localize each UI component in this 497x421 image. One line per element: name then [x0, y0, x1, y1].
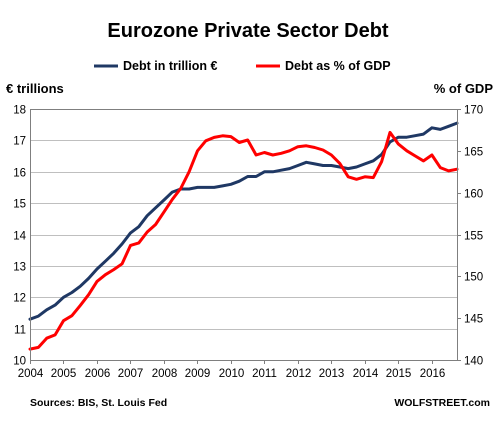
- left-axis-title: € trillions: [6, 81, 64, 96]
- x-tick-label: 2004: [18, 368, 44, 380]
- x-tick-label: 2006: [85, 368, 111, 380]
- series-line-debt-gdp: [28, 130, 459, 351]
- source-note: Sources: BIS, St. Louis Fed: [30, 397, 167, 409]
- left-tick-label: 15: [13, 199, 26, 211]
- left-tick-label: 12: [13, 293, 26, 305]
- legend: Debt in trillion € Debt as % of GDP: [94, 59, 391, 73]
- left-tick-label: 16: [13, 168, 26, 180]
- plot-lines: [28, 121, 459, 351]
- brand-label: WOLFSTREET.com: [394, 397, 490, 409]
- right-axis-ticks: 140 145 150 155 160 165 170: [457, 105, 483, 368]
- x-tick-label: 2010: [219, 368, 245, 380]
- right-tick-label: 160: [464, 189, 483, 201]
- right-tick-label: 140: [464, 356, 483, 368]
- left-tick-label: 11: [14, 325, 26, 337]
- x-tick-label: 2014: [353, 368, 379, 380]
- legend-label-debt-trillion: Debt in trillion €: [123, 59, 217, 73]
- x-tick-label: 2009: [185, 368, 211, 380]
- right-tick-label: 145: [464, 314, 483, 326]
- left-tick-label: 10: [13, 356, 26, 368]
- right-tick-label: 155: [464, 231, 483, 243]
- x-axis-ticks: 2004 2005 2006 2007 2008 2009 2010 2011 2012 2013…: [18, 360, 446, 380]
- x-tick-label: 2016: [420, 368, 446, 380]
- chart-title: Eurozone Private Sector Debt: [107, 20, 389, 42]
- x-tick-label: 2005: [51, 368, 77, 380]
- x-tick-label: 2013: [319, 368, 345, 380]
- legend-label-debt-gdp: Debt as % of GDP: [285, 59, 391, 73]
- right-tick-label: 170: [464, 105, 483, 117]
- x-tick-label: 2012: [286, 368, 312, 380]
- left-tick-label: 17: [13, 136, 26, 148]
- right-axis-title: % of GDP: [434, 81, 494, 96]
- x-tick-label: 2015: [386, 368, 412, 380]
- right-tick-label: 165: [464, 147, 483, 159]
- x-tick-label: 2011: [252, 368, 277, 380]
- left-tick-label: 13: [13, 262, 26, 274]
- grid: [30, 109, 457, 361]
- left-tick-label: 18: [13, 105, 26, 117]
- series-line-debt-trillion: [28, 121, 459, 321]
- right-tick-label: 150: [464, 272, 483, 284]
- left-axis-ticks: 10 11 12 13 14 15 16 17 18: [13, 105, 26, 368]
- x-tick-label: 2007: [118, 368, 144, 380]
- left-tick-label: 14: [13, 231, 26, 243]
- x-tick-label: 2008: [152, 368, 178, 380]
